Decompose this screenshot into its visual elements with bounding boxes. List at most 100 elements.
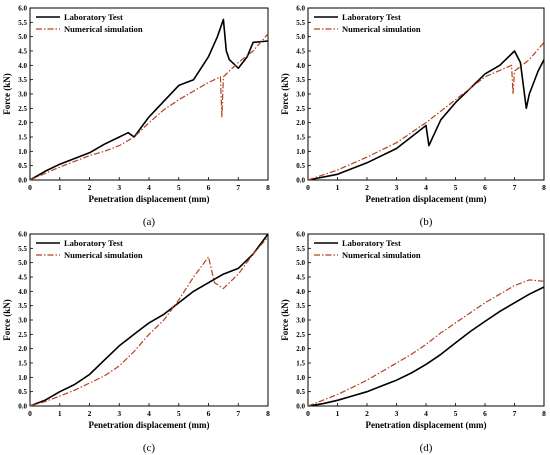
x-tick-label: 2 [88,183,92,192]
y-tick-label: 2.0 [18,345,27,353]
y-tick-label: 6.0 [296,5,305,13]
x-axis-label: Penetration displacement (mm) [89,420,210,430]
x-tick-label: 5 [177,409,181,418]
y-tick-label: 5.0 [296,259,305,267]
x-tick-label: 4 [424,183,428,192]
y-tick-label: 1.0 [18,374,27,382]
x-tick-label: 5 [454,409,458,418]
laboratory-test-line [307,50,545,181]
y-tick-label: 5.5 [18,245,27,253]
y-tick-label: 0.0 [296,177,305,185]
x-tick-label: 3 [117,183,121,192]
y-tick-label: 5.0 [18,33,27,41]
y-tick-label: 2.5 [296,331,305,339]
x-tick-label: 3 [117,409,121,418]
x-tick-label: 8 [542,183,546,192]
y-tick-label: 3.5 [18,302,27,310]
y-tick-label: 1.0 [296,374,305,382]
y-tick-label: 1.5 [296,360,305,368]
y-tick-label: 2.5 [18,105,27,113]
x-tick-label: 4 [147,409,151,418]
laboratory-test-line [29,18,269,181]
x-tick-label: 0 [28,409,32,418]
x-tick-label: 4 [424,409,428,418]
panel-label: (d) [420,442,433,454]
y-tick-label: 2.0 [296,345,305,353]
x-tick-label: 6 [207,409,211,418]
legend-label: Laboratory Test [342,12,401,22]
x-tick-label: 0 [306,183,310,192]
x-tick-label: 4 [147,183,151,192]
y-tick-label: 3.5 [296,302,305,310]
y-axis-label: Force (kN) [2,73,12,115]
y-tick-label: 3.5 [18,76,27,84]
legend-label: Numerical simulation [64,250,143,260]
y-tick-label: 4.0 [296,62,305,70]
x-tick-label: 6 [483,183,487,192]
legend-label: Numerical simulation [342,24,421,34]
x-tick-label: 3 [395,409,399,418]
x-tick-label: 2 [365,183,369,192]
x-tick-label: 7 [236,183,240,192]
chart-panel-1: 0 1 2 3 4 5 6 7 8 0.0 0.5 1.0 1.5 2.0 2.5 3.0 3.5 4.0 4.5 5… [2,5,270,229]
x-tick-label: 5 [177,183,181,192]
y-tick-label: 2.0 [18,119,27,127]
y-tick-label: 5.0 [296,33,305,41]
y-tick-label: 3.0 [18,317,27,325]
x-tick-label: 8 [266,183,270,192]
chart-panel-4: 0 1 2 3 4 5 6 7 8 0.0 0.5 1.0 1.5 2.0 2.5 3.0 3.5 4.0 4.5 5… [280,231,546,455]
y-tick-label: 0.5 [296,388,305,396]
x-axis-label: Penetration displacement (mm) [366,420,487,430]
x-tick-label: 3 [395,183,399,192]
y-tick-label: 1.0 [296,148,305,156]
legend-label: Laboratory Test [64,12,123,22]
x-tick-label: 2 [88,409,92,418]
y-tick-label: 5.5 [18,19,27,27]
x-tick-label: 7 [513,409,517,418]
numerical-simulation-line [29,236,269,407]
y-axis-label: Force (kN) [280,73,290,115]
x-tick-label: 1 [58,409,62,418]
y-tick-label: 3.0 [296,91,305,99]
y-tick-label: 4.5 [18,274,27,282]
legend-label: Numerical simulation [64,24,143,34]
y-tick-label: 0.0 [18,403,27,411]
y-tick-label: 3.0 [296,317,305,325]
y-tick-label: 0.0 [296,403,305,411]
y-axis-label: Force (kN) [2,299,12,341]
y-tick-label: 5.5 [296,19,305,27]
y-tick-label: 3.0 [18,91,27,99]
y-tick-label: 1.0 [18,148,27,156]
chart-panel-3: 0 1 2 3 4 5 6 7 8 0.0 0.5 1.0 1.5 2.0 2.5 3.0 3.5 4.0 4.5 5… [2,231,270,455]
x-tick-label: 7 [236,409,240,418]
x-tick-label: 2 [365,409,369,418]
legend-label: Laboratory Test [64,238,123,248]
x-tick-label: 0 [28,183,32,192]
y-tick-label: 4.0 [18,62,27,70]
x-tick-label: 5 [454,183,458,192]
y-tick-label: 5.5 [296,245,305,253]
y-tick-label: 4.0 [18,288,27,296]
y-tick-label: 5.0 [18,259,27,267]
y-tick-label: 4.5 [18,48,27,56]
y-axis-label: Force (kN) [280,299,290,341]
y-tick-label: 4.0 [296,288,305,296]
y-tick-label: 0.0 [18,177,27,185]
x-axis-label: Penetration displacement (mm) [89,194,210,204]
legend-label: Laboratory Test [342,238,401,248]
y-tick-label: 4.5 [296,48,305,56]
y-tick-label: 6.0 [296,231,305,239]
laboratory-test-line [307,286,545,407]
x-tick-label: 1 [336,183,340,192]
numerical-simulation-line [29,33,269,181]
panel-label: (b) [420,216,433,228]
y-tick-label: 0.5 [18,162,27,170]
y-tick-label: 6.0 [18,231,27,239]
numerical-simulation-line [307,42,545,181]
y-tick-label: 1.5 [296,134,305,142]
x-tick-label: 7 [513,183,517,192]
y-tick-label: 2.5 [296,105,305,113]
x-tick-label: 6 [207,183,211,192]
laboratory-test-line [29,233,269,407]
y-tick-label: 1.5 [18,134,27,142]
